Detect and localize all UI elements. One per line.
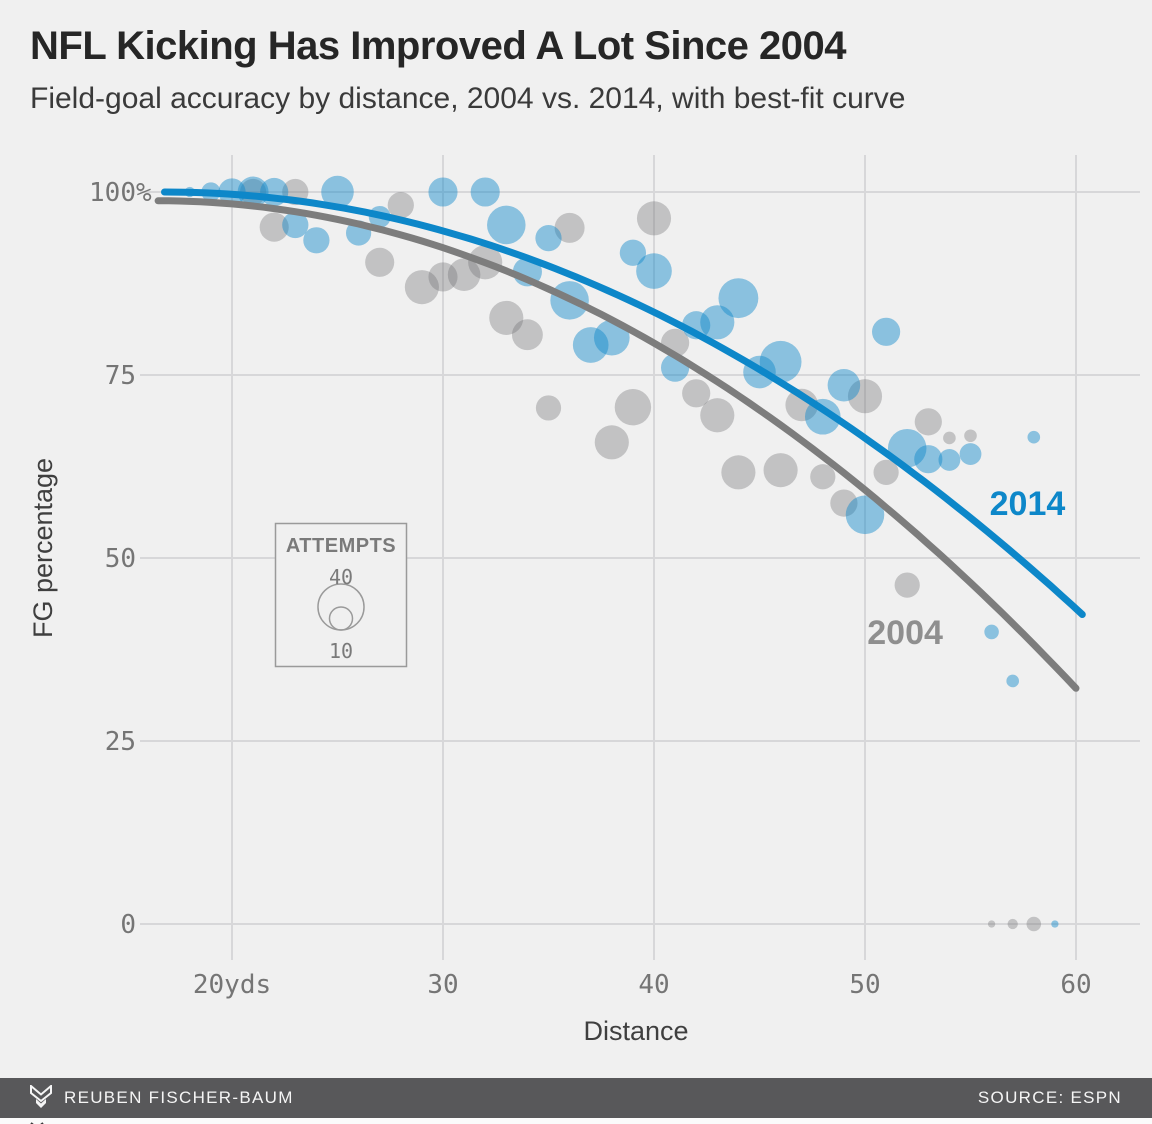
bubble-2004-43yd [700, 398, 735, 433]
y-axis-tick-labels: 100 % 75 50 25 0 [89, 178, 152, 940]
bubble-2014-38yd [593, 319, 630, 356]
bubble-2014-53yd [914, 445, 943, 474]
footer-bar: REUBEN FISCHER-BAUM SOURCE: ESPN [0, 1078, 1152, 1118]
bubble-2004-58yd [1026, 916, 1042, 932]
x-tick-label-20: 20yds [193, 970, 271, 1000]
legend-circle-10 [328, 606, 354, 631]
bubble-2014-55yd [959, 443, 982, 465]
attempts-size-legend: ATTEMPTS 40 10 [274, 522, 408, 668]
chart-subtitle: Field-goal accuracy by distance, 2004 vs… [30, 82, 906, 115]
bubble-2004-28yd [387, 192, 414, 219]
bubble-2014-59yd [1051, 920, 1059, 928]
bubble-2014-33yd [487, 205, 526, 245]
bubble-2004-29yd [404, 270, 439, 305]
bubble-2004-39yd [614, 389, 652, 426]
y-tick-label-50: 50 [105, 544, 136, 574]
bubble-2004-53yd [914, 408, 942, 436]
series-label-2004: 2004 [867, 614, 943, 652]
x-axis-title: Distance [583, 1016, 688, 1046]
bubble-2014-23yd [282, 211, 309, 239]
series-label-2014: 2014 [990, 485, 1066, 523]
bubble-2014-30yd [428, 177, 458, 207]
bubble-2004-57yd [1007, 918, 1018, 930]
bubble-2014-35yd [535, 224, 562, 252]
y-axis-title: FG percentage [28, 458, 58, 638]
bubble-2014-39yd [619, 239, 647, 266]
bubble-2014-37yd [572, 327, 609, 363]
x-tick-label-40: 40 [638, 970, 669, 1000]
bubble-2004-27yd [365, 247, 395, 277]
bubble-2004-49yd [830, 489, 858, 517]
y-tick-label-25: 25 [105, 727, 136, 757]
bubble-2004-38yd [594, 425, 629, 460]
fg-accuracy-chart: 100 % 75 50 25 0 20yds 30 40 50 60 Distance FG pe… [28, 155, 1140, 1046]
fivethirtyeight-logo-icon [30, 1085, 52, 1108]
legend-box [274, 522, 408, 668]
attribution-text: REUBEN FISCHER-BAUM [64, 1088, 294, 1107]
x-tick-label-50: 50 [849, 970, 880, 1000]
x-tick-label-60: 60 [1060, 970, 1091, 1000]
bubble-2004-50yd [847, 379, 883, 414]
bubble-2004-40yd [636, 201, 672, 236]
y-tick-label-100: 100 [89, 178, 136, 208]
bubble-2014-58yd [1027, 430, 1041, 444]
y-tick-label-75: 75 [105, 361, 136, 391]
bubble-2014-44yd [718, 278, 759, 319]
bubble-2014-57yd [1006, 674, 1020, 688]
bubble-2014-56yd [984, 624, 999, 640]
bubble-2004-36yd [554, 212, 585, 243]
x-tick-label-30: 30 [427, 970, 458, 1000]
bubble-2004-48yd [810, 464, 836, 490]
series-labels: 2004 2014 [867, 485, 1065, 652]
bubble-2004-34yd [511, 319, 543, 351]
bubble-2004-55yd [964, 429, 977, 443]
bubble-2004-52yd [894, 572, 920, 598]
cropped-glyph [30, 1119, 44, 1124]
footer-left: REUBEN FISCHER-BAUM [30, 1085, 294, 1111]
bubble-2004-54yd [943, 431, 956, 445]
y-tick-suffix-100: % [136, 178, 152, 208]
bubble-2004-31yd [447, 258, 481, 291]
bubble-2004-35yd [535, 395, 562, 421]
bubble-2014-43yd [700, 305, 735, 340]
legend-value-10: 10 [329, 639, 353, 663]
bubble-2014-54yd [938, 448, 961, 471]
bubble-2004-44yd [721, 455, 756, 490]
bubble-2004-30yd [428, 262, 458, 292]
source-text: SOURCE: ESPN [977, 1088, 1122, 1107]
bubble-2014-32yd [470, 177, 500, 207]
chart-title: NFL Kicking Has Improved A Lot Since 200… [30, 24, 847, 68]
bubble-2014-51yd [872, 317, 901, 346]
fit-curve-2004 [154, 197, 1080, 692]
bubble-2014-24yd [303, 227, 330, 254]
bottom-strip [0, 1118, 1152, 1124]
bubble-2004-46yd [763, 453, 798, 488]
legend-title: ATTEMPTS [286, 535, 396, 557]
bubble-2014-49yd [827, 368, 861, 402]
fit-curve-2014 [161, 188, 1086, 618]
y-tick-label-0: 0 [120, 910, 136, 940]
legend-size-circles: 40 10 [317, 565, 365, 663]
bubble-2014-40yd [636, 253, 672, 289]
legend-value-40: 40 [329, 565, 353, 589]
x-axis-tick-labels: 20yds 30 40 50 60 [193, 970, 1092, 1000]
bubble-2014-50yd [845, 495, 885, 535]
bubble-2004-56yd [987, 920, 996, 928]
bubble-2014-48yd [804, 398, 841, 435]
bubble-2004-42yd [682, 379, 711, 408]
bubble-2004-33yd [489, 300, 524, 335]
bubble-2014-25yd [321, 175, 354, 209]
bubble-2004-51yd [873, 459, 899, 485]
fit-curve-layer [154, 188, 1086, 692]
bubble-2004-22yd [259, 212, 289, 242]
